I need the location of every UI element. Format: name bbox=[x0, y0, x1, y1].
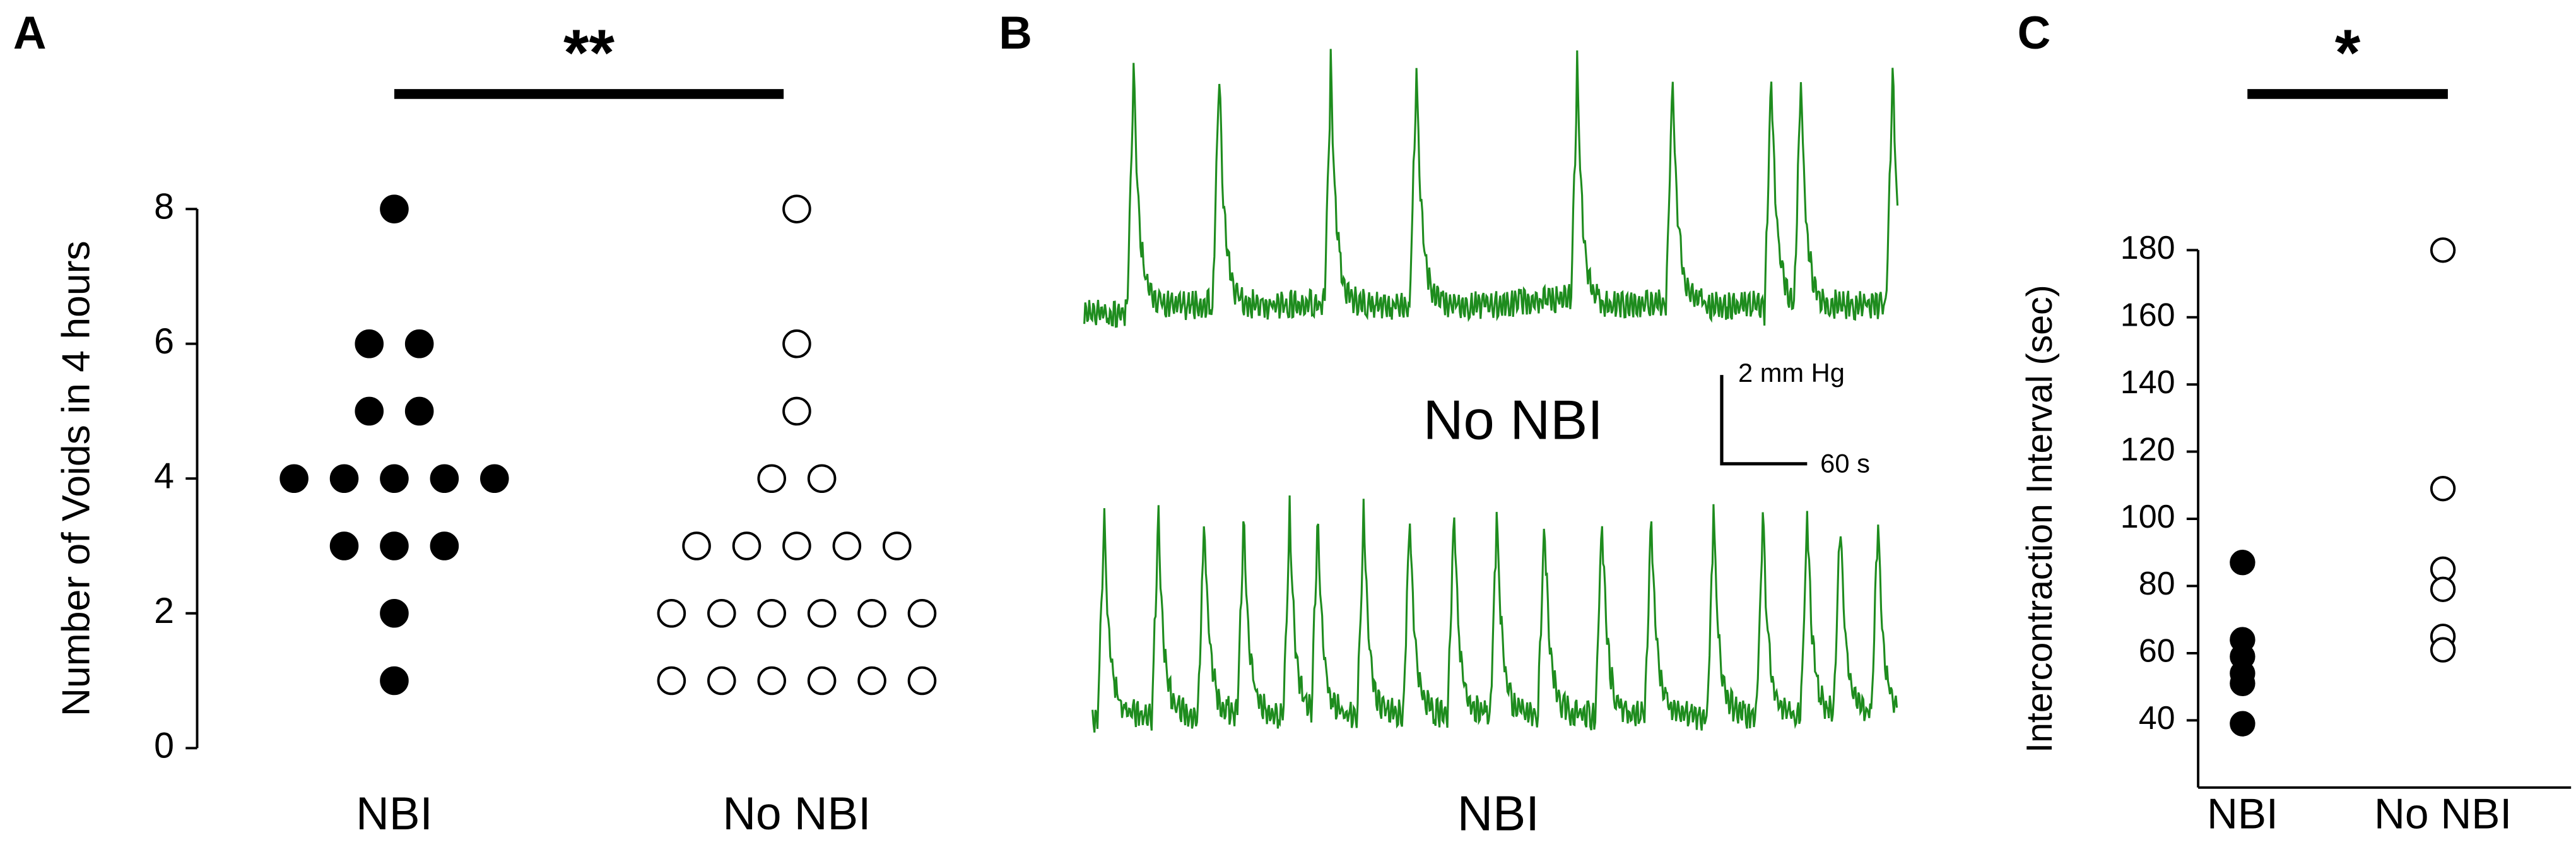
x-tick-label: No NBI bbox=[2374, 791, 2512, 838]
data-point bbox=[782, 396, 811, 426]
y-tick-label: 40 bbox=[2139, 700, 2175, 737]
y-tick-label: 100 bbox=[2120, 499, 2175, 535]
data-point bbox=[2430, 637, 2456, 663]
trace-label: No NBI bbox=[1423, 389, 1603, 451]
y-axis-label: Intercontraction Interval (sec) bbox=[2020, 285, 2060, 753]
scale-bar bbox=[1720, 375, 1808, 466]
data-point bbox=[329, 464, 359, 494]
data-point bbox=[355, 396, 384, 426]
data-point bbox=[380, 666, 409, 696]
data-point bbox=[380, 598, 409, 628]
data-point bbox=[329, 531, 359, 560]
y-tick-label: 4 bbox=[154, 456, 174, 496]
data-point bbox=[732, 531, 762, 560]
data-point bbox=[757, 598, 786, 628]
pressure-trace bbox=[1091, 495, 1898, 733]
data-point bbox=[657, 666, 686, 696]
data-point bbox=[682, 531, 711, 560]
data-point bbox=[380, 194, 409, 223]
data-point bbox=[757, 666, 786, 696]
data-point bbox=[782, 194, 811, 223]
data-point bbox=[2430, 475, 2456, 502]
data-point bbox=[757, 464, 786, 494]
data-point bbox=[430, 531, 459, 560]
significance-label: * bbox=[2335, 16, 2361, 90]
x-tick-label: No NBI bbox=[722, 788, 871, 839]
panel-letter: C bbox=[2018, 8, 2051, 59]
data-point bbox=[404, 396, 434, 426]
pressure-trace bbox=[1083, 49, 1899, 328]
data-point bbox=[782, 329, 811, 358]
data-point bbox=[857, 666, 886, 696]
y-tick-label: 160 bbox=[2120, 297, 2175, 333]
data-point bbox=[782, 531, 811, 560]
data-point bbox=[2230, 711, 2255, 737]
panel-letter: A bbox=[13, 8, 47, 59]
data-point bbox=[832, 531, 862, 560]
data-point bbox=[907, 666, 937, 696]
significance-label: ** bbox=[563, 16, 615, 90]
data-point bbox=[2230, 550, 2255, 576]
data-point bbox=[404, 329, 434, 358]
y-tick-label: 80 bbox=[2139, 566, 2175, 602]
data-point bbox=[430, 464, 459, 494]
y-tick-label: 0 bbox=[154, 725, 174, 766]
data-point bbox=[707, 666, 736, 696]
y-tick-label: 8 bbox=[154, 186, 174, 227]
data-point bbox=[480, 464, 509, 494]
data-point bbox=[707, 598, 736, 628]
y-tick-label: 120 bbox=[2120, 431, 2175, 468]
data-point bbox=[380, 464, 409, 494]
data-point bbox=[2230, 670, 2255, 696]
data-point bbox=[882, 531, 912, 560]
y-tick-label: 2 bbox=[154, 591, 174, 631]
data-point bbox=[380, 531, 409, 560]
panel-letter: B bbox=[999, 8, 1032, 59]
data-point bbox=[807, 598, 837, 628]
scale-bar-label: 60 s bbox=[1820, 448, 1870, 478]
y-tick-label: 6 bbox=[154, 321, 174, 362]
y-tick-label: 180 bbox=[2120, 230, 2175, 266]
x-tick-label: NBI bbox=[356, 788, 433, 839]
data-point bbox=[657, 598, 686, 628]
y-tick-label: 140 bbox=[2120, 364, 2175, 401]
x-tick-label: NBI bbox=[2207, 791, 2278, 838]
data-point bbox=[355, 329, 384, 358]
y-axis-label: Number of Voids in 4 hours bbox=[54, 240, 98, 716]
y-tick-label: 60 bbox=[2139, 633, 2175, 670]
data-point bbox=[907, 598, 937, 628]
data-point bbox=[2430, 576, 2456, 602]
data-point bbox=[857, 598, 886, 628]
data-point bbox=[2430, 237, 2456, 263]
data-point bbox=[807, 464, 837, 494]
scale-bar-label: 2 mm Hg bbox=[1738, 358, 1845, 388]
data-point bbox=[279, 464, 309, 494]
trace-label: NBI bbox=[1457, 785, 1539, 841]
data-point bbox=[807, 666, 837, 696]
